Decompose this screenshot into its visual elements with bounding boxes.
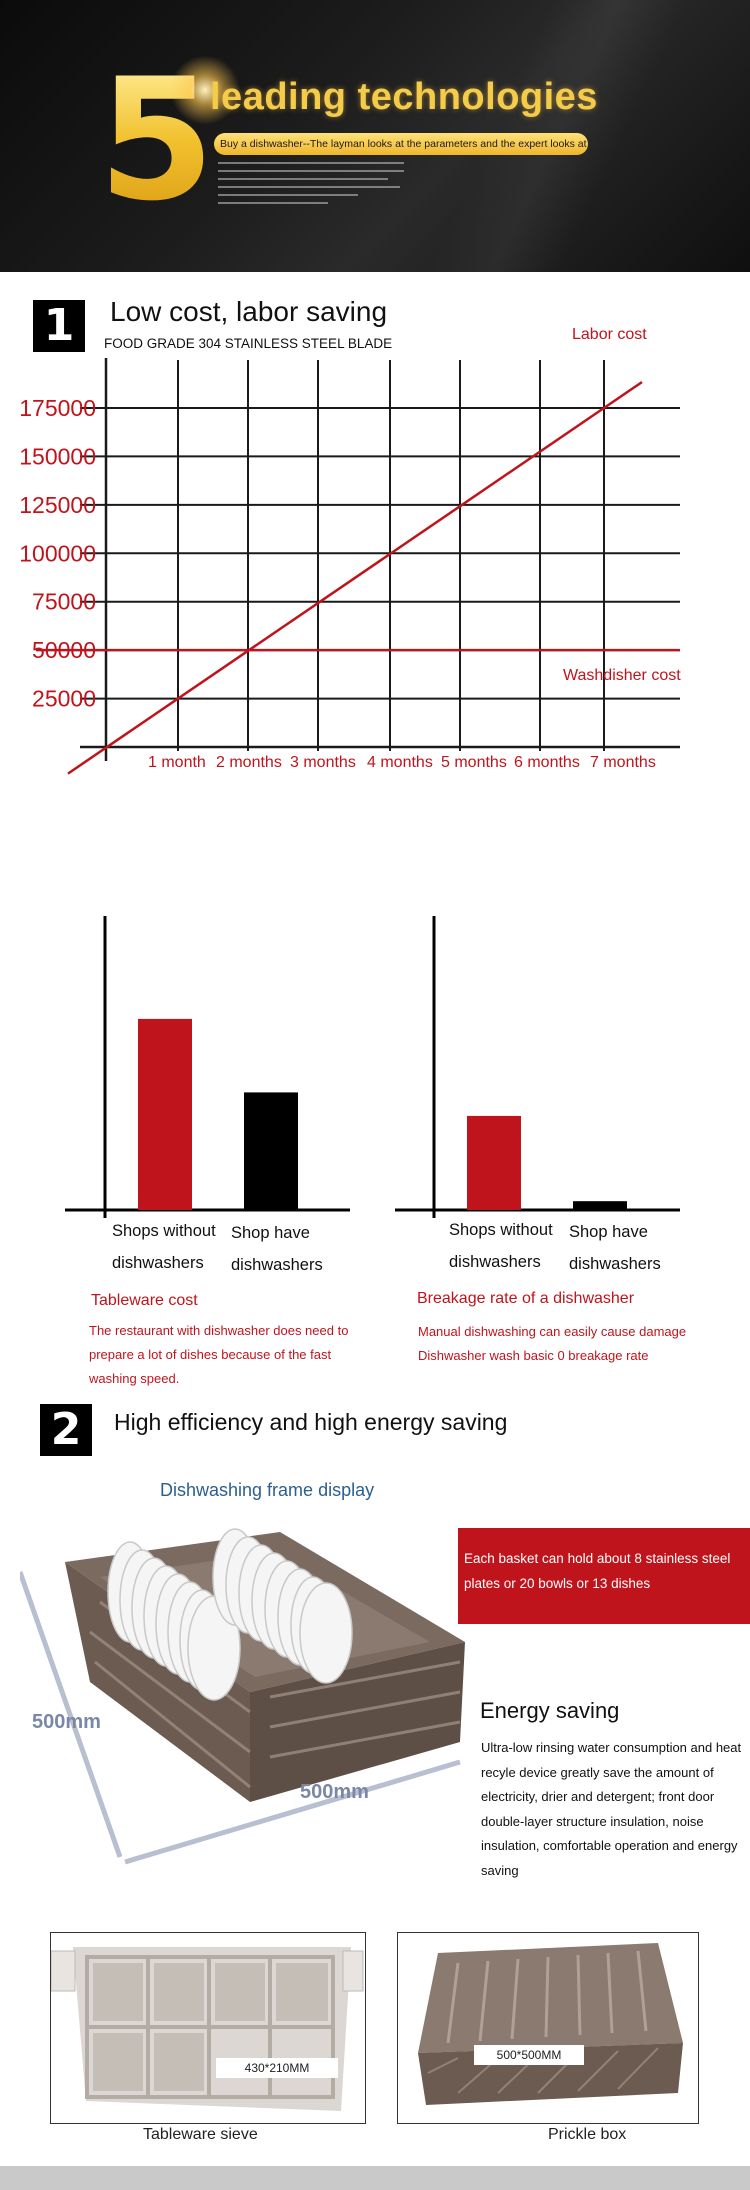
x-tick-label: 5 months <box>441 754 507 771</box>
basket-front-side <box>250 1642 465 1802</box>
tableware-cost-caption-1: The restaurant with dishwasher does need… <box>89 1323 349 1338</box>
y-tick-label: 50000 <box>32 637 96 663</box>
capacity-line-1: Each basket can hold about 8 stainless s… <box>464 1551 731 1566</box>
x-tick-label: 4 months <box>367 754 433 771</box>
energy-line-1: Ultra-low rinsing water consumption and … <box>481 1740 742 1755</box>
washdisher-cost-series-label: Washdisher cost <box>563 667 681 684</box>
bar-1 <box>467 1115 521 1210</box>
tableware-sieve-size: 430*210MM <box>216 2058 338 2078</box>
bar2-cat1-line1: Shops without <box>449 1221 553 1239</box>
hero-title: leading technologies <box>210 76 598 118</box>
bar1-cat1-line2: dishwashers <box>112 1254 204 1272</box>
breakage-rate-title: Breakage rate of a dishwasher <box>417 1290 635 1307</box>
x-tick-label: 2 months <box>216 754 282 771</box>
breakage-rate-caption-1: Manual dishwashing can easily cause dama… <box>418 1324 687 1339</box>
y-tick-label: 175000 <box>19 395 96 421</box>
tableware-cost-caption-3: washing speed. <box>89 1371 180 1386</box>
tableware-sieve-image <box>50 1947 364 2111</box>
bar1-cat2-line2: dishwashers <box>231 1256 323 1274</box>
hero-subtitle: Buy a dishwasher--The layman looks at th… <box>220 138 588 150</box>
prickle-box-caption: Prickle box <box>548 2126 627 2143</box>
bar-2 <box>573 1201 627 1210</box>
section-1-number: 1 <box>43 300 75 351</box>
line-chart-x-ticks: 1 month 2 months 3 months 4 months 5 months 6… <box>148 754 656 771</box>
bar2-cat2-line1: Shop have <box>569 1223 648 1241</box>
section-1-title: Low cost, labor saving <box>110 296 388 327</box>
tableware-sieve-card: 430*210MM <box>50 1932 366 2124</box>
tableware-sieve-caption: Tableware sieve <box>143 2126 258 2143</box>
dim-label-left: 500mm <box>32 1711 101 1733</box>
hero-banner: 5 leading technologies Buy a dishwasher-… <box>0 0 750 272</box>
y-tick-label: 125000 <box>19 492 96 518</box>
section-2-badge: 2 <box>30 1394 92 1456</box>
energy-saving-title: Energy saving <box>480 1698 620 1723</box>
energy-saving-body: Ultra-low rinsing water consumption and … <box>481 1736 746 1884</box>
energy-line-2: recyle device greatly save the amount of <box>481 1764 714 1780</box>
dim-label-bottom: 500mm <box>300 1781 369 1803</box>
labor-cost-series-label: Labor cost <box>572 326 647 343</box>
y-tick-label: 100000 <box>19 540 96 566</box>
dish-basket-image: 500mm 500mm <box>20 1528 465 1865</box>
frame-display-title: Dishwashing frame display <box>160 1480 375 1500</box>
tableware-cost-title: Tableware cost <box>91 1292 198 1309</box>
x-tick-label: 3 months <box>290 754 356 771</box>
energy-line-6: saving <box>481 1862 519 1878</box>
y-tick-label: 25000 <box>32 686 96 712</box>
tableware-cost-bar-chart <box>65 916 350 1218</box>
breakage-rate-caption-2: Dishwasher wash basic 0 breakage rate <box>418 1348 649 1363</box>
energy-line-5: insulation, comfortable operation and en… <box>481 1838 738 1854</box>
energy-line-4: double-layer structure insulation, noise <box>481 1813 704 1829</box>
hero-subtitle-pill: Buy a dishwasher--The layman looks at th… <box>214 133 588 155</box>
basket-capacity-box: Each basket can hold about 8 stainless s… <box>458 1528 750 1624</box>
dim-line-bottom <box>124 1759 461 1865</box>
bar2-cat2-line2: dishwashers <box>569 1255 661 1273</box>
bar-1 <box>138 1018 192 1210</box>
x-tick-label: 1 month <box>148 754 206 771</box>
x-tick-label: 7 months <box>590 754 656 771</box>
bar1-cat2-line1: Shop have <box>231 1224 310 1242</box>
section-1-subheading: FOOD GRADE 304 STAINLESS STEEL BLADE <box>104 336 393 351</box>
dim-line-left <box>20 1571 123 1858</box>
energy-line-3: electricity, drier and detergent; front … <box>481 1789 715 1805</box>
y-tick-label: 150000 <box>19 443 96 469</box>
bar1-cat1-line1: Shops without <box>112 1222 216 1240</box>
section-2-title: High efficiency and high energy saving <box>114 1409 508 1435</box>
capacity-line-2: plates or 20 bowls or 13 dishes <box>464 1576 651 1591</box>
hero-fine-print <box>218 162 418 210</box>
labor-cost-line-chart: 250005000075000100000125000150000175000 … <box>19 358 680 775</box>
plates <box>107 1528 353 1701</box>
labor-cost-line <box>67 381 643 775</box>
footer-bar <box>0 2166 750 2190</box>
section-2-number: 2 <box>50 1404 82 1455</box>
prickle-box-image <box>418 1943 683 2105</box>
x-tick-label: 6 months <box>514 754 580 771</box>
line-chart-y-ticks: 25000 50000 75000 100000 125000 150000 175000 <box>19 395 96 712</box>
line-chart-series <box>36 381 680 775</box>
y-tick-label: 75000 <box>32 589 96 615</box>
prickle-box-size: 500*500MM <box>474 2045 584 2065</box>
bar2-cat1-line2: dishwashers <box>449 1253 541 1271</box>
tableware-cost-caption-2: prepare a lot of dishes because of the f… <box>89 1347 332 1362</box>
bar-2 <box>244 1092 298 1210</box>
breakage-rate-bar-chart <box>395 916 680 1218</box>
hero-sparkle <box>170 55 240 125</box>
prickle-box-card: 500*500MM <box>397 1932 699 2124</box>
